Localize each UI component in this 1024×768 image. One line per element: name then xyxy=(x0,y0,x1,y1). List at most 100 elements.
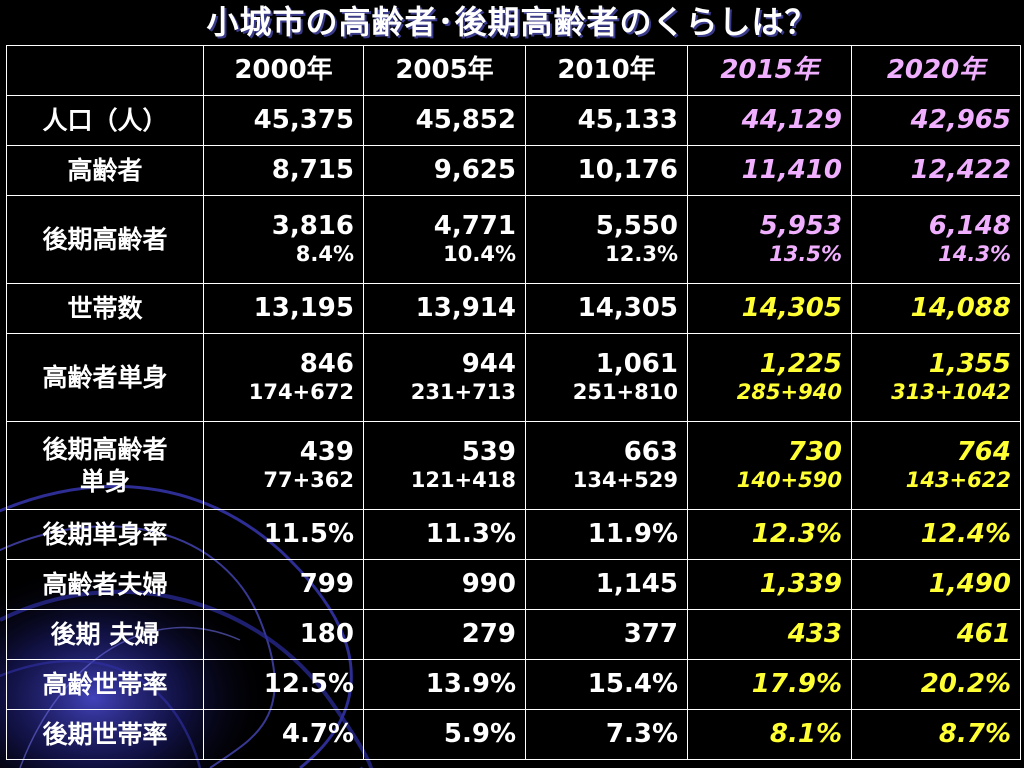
row-label: 高齢者夫婦 xyxy=(6,559,204,610)
value-cell: 799 xyxy=(203,559,364,610)
cell-value: 279 xyxy=(461,618,516,649)
value-cell: 990 xyxy=(363,559,526,610)
value-cell: 14,088 xyxy=(851,283,1021,334)
value-cell: 13.9% xyxy=(363,659,526,710)
cell-subvalue: 313+1042 xyxy=(891,379,1011,404)
value-cell: 8,715 xyxy=(203,145,364,196)
header-year: 2010年 xyxy=(525,45,688,96)
cell-value: 12,422 xyxy=(910,154,1011,185)
cell-value: 990 xyxy=(461,568,516,599)
header-year: 2020年 xyxy=(851,45,1021,96)
cell-value: 764 xyxy=(956,436,1011,467)
row-label: 後期単身率 xyxy=(6,509,204,560)
table-row: 後期高齢者 単身 439 77+362 539 121+418 663 134+529 730 1… xyxy=(6,421,1021,510)
value-cell: 12.5% xyxy=(203,659,364,710)
cell-value: 799 xyxy=(299,568,354,599)
cell-value: 12.4% xyxy=(920,518,1011,549)
cell-subvalue: 143+622 xyxy=(905,467,1011,492)
cell-value: 439 xyxy=(299,436,354,467)
cell-value: 944 xyxy=(461,348,516,379)
value-cell: 7.3% xyxy=(525,709,688,760)
value-cell: 45,375 xyxy=(203,95,364,146)
header-year: 2005年 xyxy=(363,45,526,96)
value-cell: 1,225 285+940 xyxy=(687,333,852,422)
row-label-text: 後期高齢者 xyxy=(42,435,168,465)
cell-value: 11,410 xyxy=(741,154,842,185)
cell-value: 8.1% xyxy=(769,718,842,749)
value-cell: 1,339 xyxy=(687,559,852,610)
row-label: 後期世帯率 xyxy=(6,709,204,760)
value-cell: 20.2% xyxy=(851,659,1021,710)
cell-value: 11.5% xyxy=(263,518,354,549)
value-cell: 13,914 xyxy=(363,283,526,334)
cell-value: 377 xyxy=(623,618,678,649)
row-label-text: 人口（人） xyxy=(42,105,168,135)
cell-value: 8.7% xyxy=(938,718,1011,749)
cell-value: 45,375 xyxy=(253,104,354,135)
cell-value: 4,771 xyxy=(433,210,516,241)
value-cell: 45,852 xyxy=(363,95,526,146)
row-label-text: 高齢世帯率 xyxy=(42,669,168,699)
cell-subvalue: 174+672 xyxy=(248,379,354,404)
cell-value: 17.9% xyxy=(751,668,842,699)
value-cell: 11,410 xyxy=(687,145,852,196)
header-row: 2000年 2005年 2010年 2015年 2020年 xyxy=(6,45,1021,96)
cell-value: 45,852 xyxy=(415,104,516,135)
value-cell: 4.7% xyxy=(203,709,364,760)
cell-value: 4.7% xyxy=(281,718,354,749)
cell-value: 1,490 xyxy=(928,568,1011,599)
row-label: 後期高齢者 xyxy=(6,195,204,284)
table-row: 高齢者夫婦 799 990 1,145 1,339 1,490 xyxy=(6,559,1021,610)
value-cell: 439 77+362 xyxy=(203,421,364,510)
row-label: 人口（人） xyxy=(6,95,204,146)
value-cell: 1,145 xyxy=(525,559,688,610)
cell-subvalue: 285+940 xyxy=(736,379,842,404)
value-cell: 4,771 10.4% xyxy=(363,195,526,284)
value-cell: 17.9% xyxy=(687,659,852,710)
value-cell: 1,061 251+810 xyxy=(525,333,688,422)
value-cell: 5,953 13.5% xyxy=(687,195,852,284)
cell-value: 13,195 xyxy=(253,292,354,323)
cell-value: 44,129 xyxy=(741,104,842,135)
cell-value: 1,145 xyxy=(595,568,678,599)
cell-value: 6,148 xyxy=(928,210,1011,241)
table-row: 高齢者単身 846 174+672 944 231+713 1,061 251+810 1,2… xyxy=(6,333,1021,422)
cell-subvalue: 231+713 xyxy=(410,379,516,404)
cell-value: 13,914 xyxy=(415,292,516,323)
table-row: 高齢者 8,715 9,625 10,176 11,410 12,422 xyxy=(6,145,1021,196)
cell-subvalue: 8.4% xyxy=(295,241,354,266)
cell-value: 5,953 xyxy=(759,210,842,241)
table-row: 後期世帯率 4.7% 5.9% 7.3% 8.1% 8.7% xyxy=(6,709,1021,760)
row-label-text: 高齢者単身 xyxy=(42,362,168,392)
cell-subvalue: 140+590 xyxy=(736,467,842,492)
cell-value: 14,305 xyxy=(577,292,678,323)
data-table: 2000年 2005年 2010年 2015年 2020年 人口（人） 45,375 45,… xyxy=(6,45,1021,760)
value-cell: 10,176 xyxy=(525,145,688,196)
value-cell: 9,625 xyxy=(363,145,526,196)
value-cell: 15.4% xyxy=(525,659,688,710)
value-cell: 433 xyxy=(687,609,852,660)
cell-value: 461 xyxy=(956,618,1011,649)
row-label: 世帯数 xyxy=(6,283,204,334)
cell-value: 663 xyxy=(623,436,678,467)
cell-value: 180 xyxy=(299,618,354,649)
value-cell: 11.5% xyxy=(203,509,364,560)
table-row: 人口（人） 45,375 45,852 45,133 44,129 42,965 xyxy=(6,95,1021,146)
table-row: 世帯数 13,195 13,914 14,305 14,305 14,088 xyxy=(6,283,1021,334)
value-cell: 461 xyxy=(851,609,1021,660)
cell-value: 1,225 xyxy=(759,348,842,379)
row-label: 高齢者単身 xyxy=(6,333,204,422)
value-cell: 11.9% xyxy=(525,509,688,560)
value-cell: 1,355 313+1042 xyxy=(851,333,1021,422)
row-label-text: 後期高齢者 xyxy=(42,224,168,254)
cell-subvalue: 134+529 xyxy=(572,467,678,492)
cell-value: 3,816 xyxy=(271,210,354,241)
value-cell: 13,195 xyxy=(203,283,364,334)
row-label: 高齢者 xyxy=(6,145,204,196)
row-label-text: 単身 xyxy=(79,466,130,496)
cell-value: 15.4% xyxy=(587,668,678,699)
value-cell: 730 140+590 xyxy=(687,421,852,510)
value-cell: 663 134+529 xyxy=(525,421,688,510)
value-cell: 45,133 xyxy=(525,95,688,146)
table-row: 高齢世帯率 12.5% 13.9% 15.4% 17.9% 20.2% xyxy=(6,659,1021,710)
